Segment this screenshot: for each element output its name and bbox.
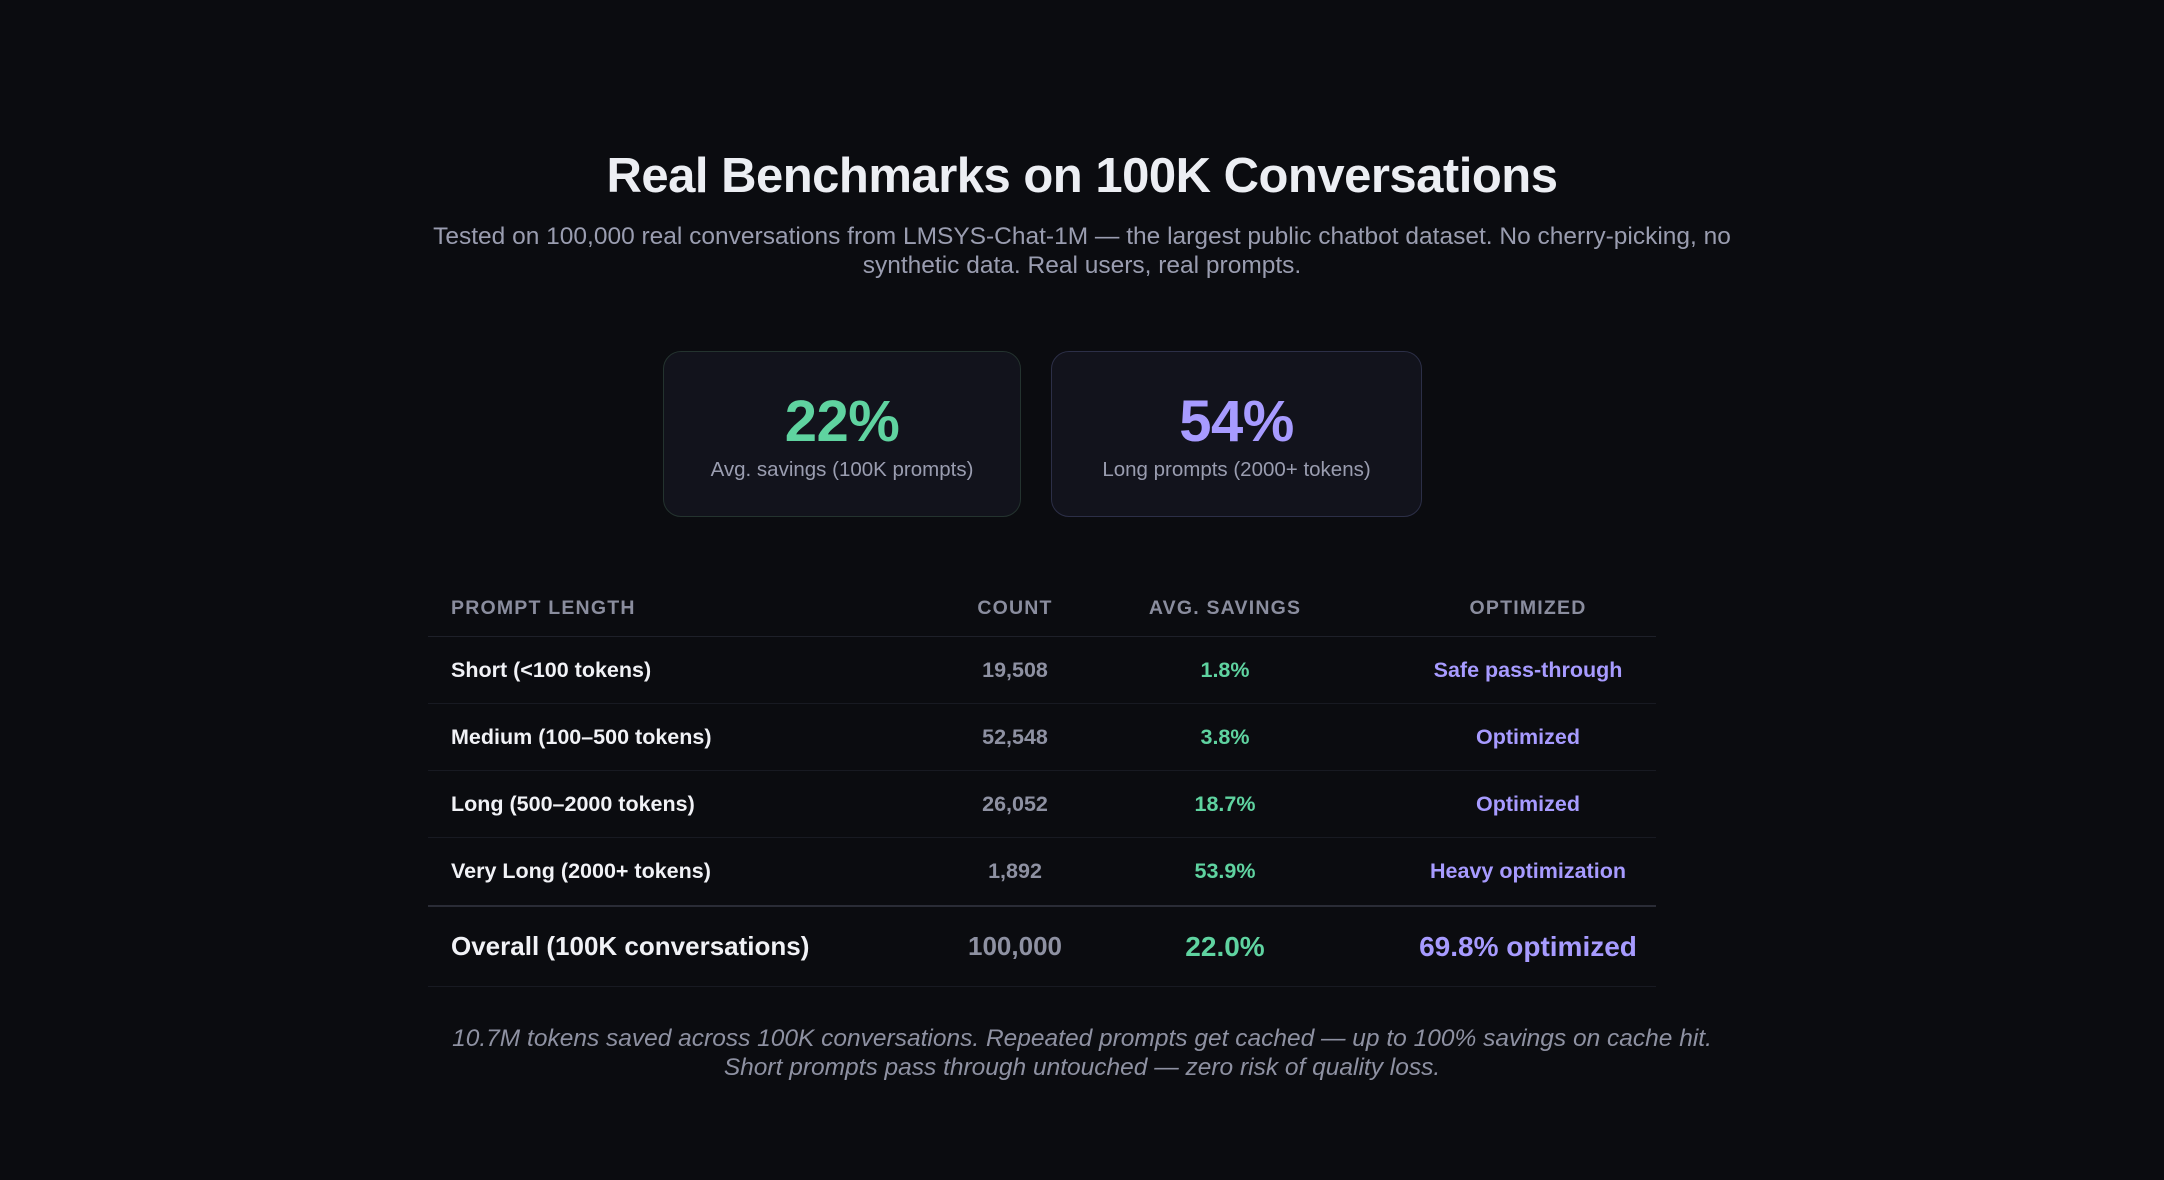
total-optimized: 69.8% optimized <box>1419 930 1637 962</box>
table-total-row: Overall (100K conversations) 100,000 22.… <box>428 905 1656 987</box>
table-row: Long (500–2000 tokens) 26,052 18.7% Opti… <box>428 771 1656 838</box>
column-header-optimized: OPTIMIZED <box>1469 597 1587 619</box>
total-avg-savings: 22.0% <box>1185 930 1265 962</box>
cell-optimized: Heavy optimization <box>1430 859 1626 883</box>
cell-count: 52,548 <box>982 724 1048 749</box>
column-header-prompt-length: PROMPT LENGTH <box>451 597 636 619</box>
cell-count: 26,052 <box>982 791 1048 816</box>
column-header-avg-savings: AVG. SAVINGS <box>1148 597 1302 619</box>
cell-prompt-length: Very Long (2000+ tokens) <box>451 859 711 883</box>
column-header-count: COUNT <box>977 597 1053 619</box>
stat-card-avg-savings: 22% Avg. savings (100K prompts) <box>663 351 1021 517</box>
benchmark-table: PROMPT LENGTH COUNT AVG. SAVINGS OPTIMIZ… <box>428 587 1656 987</box>
cell-prompt-length: Long (500–2000 tokens) <box>451 791 695 816</box>
stat-value: 54% <box>1179 389 1294 454</box>
cell-prompt-length: Short (<100 tokens) <box>451 657 652 682</box>
cell-avg-savings: 1.8% <box>1200 657 1250 682</box>
footnote: 10.7M tokens saved across 100K conversat… <box>452 1025 1712 1081</box>
table-header-row: PROMPT LENGTH COUNT AVG. SAVINGS OPTIMIZ… <box>428 587 1656 637</box>
stat-label: Avg. savings (100K prompts) <box>710 458 974 481</box>
cell-count: 19,508 <box>982 657 1048 682</box>
total-count: 100,000 <box>968 931 1062 961</box>
total-prompt-length: Overall (100K conversations) <box>451 931 810 961</box>
cell-optimized: Safe pass-through <box>1433 657 1623 682</box>
table-row: Medium (100–500 tokens) 52,548 3.8% Opti… <box>428 704 1656 771</box>
cell-count: 1,892 <box>988 859 1042 883</box>
stat-label: Long prompts (2000+ tokens) <box>1102 458 1371 481</box>
table-row: Very Long (2000+ tokens) 1,892 53.9% Hea… <box>428 838 1656 905</box>
cell-prompt-length: Medium (100–500 tokens) <box>451 724 712 749</box>
table-row: Short (<100 tokens) 19,508 1.8% Safe pas… <box>428 637 1656 704</box>
page-title: Real Benchmarks on 100K Conversations <box>606 149 1558 203</box>
cell-avg-savings: 53.9% <box>1194 859 1256 883</box>
cell-optimized: Optimized <box>1476 724 1580 749</box>
cell-optimized: Optimized <box>1476 791 1580 816</box>
stat-card-long-prompts: 54% Long prompts (2000+ tokens) <box>1051 351 1422 517</box>
cell-avg-savings: 18.7% <box>1194 791 1256 816</box>
cell-avg-savings: 3.8% <box>1200 724 1250 749</box>
page-subtitle: Tested on 100,000 real conversations fro… <box>433 223 1731 279</box>
stat-value: 22% <box>784 389 900 454</box>
stats-cards: 22% Avg. savings (100K prompts) 54% Long… <box>663 351 1422 517</box>
